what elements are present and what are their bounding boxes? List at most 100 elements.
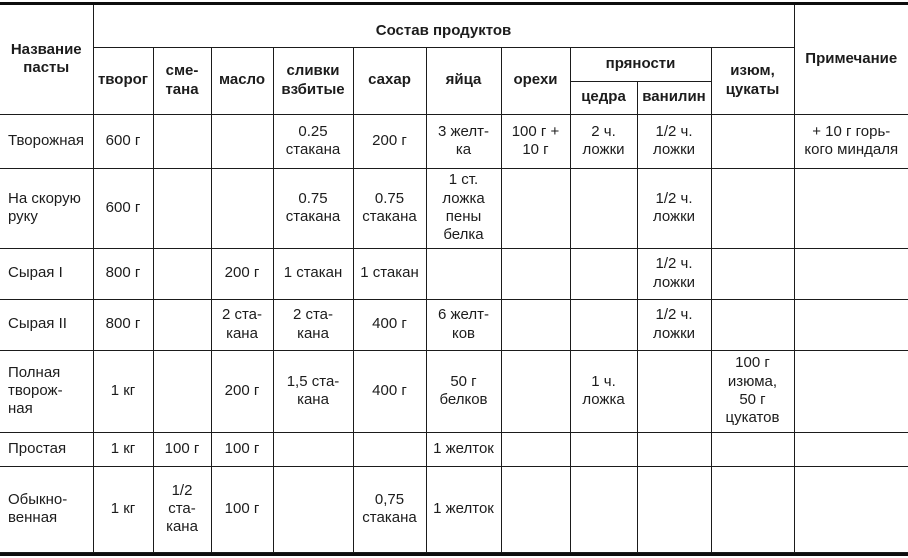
cell-smetana: 1/2 ста- кана xyxy=(152,465,212,553)
table-row: Сырая I 800 г 200 г 1 стакан 1 стакан 1/… xyxy=(0,247,908,300)
header-tsedra: цедра xyxy=(569,80,638,115)
cell-izyum xyxy=(710,113,795,169)
header-composition-group: Состав продуктов xyxy=(92,5,795,48)
cell-maslo: 100 г xyxy=(210,465,274,553)
header-sahar: сахар xyxy=(352,46,427,115)
cell-sahar: 400 г xyxy=(352,298,427,351)
cell-note xyxy=(793,349,908,433)
cell-maslo: 100 г xyxy=(210,431,274,467)
table-row: Полная творож- ная 1 кг 200 г 1,5 ста- к… xyxy=(0,349,908,433)
cell-vanilin: 1/2 ч. ложки xyxy=(636,247,712,300)
table-row: Простая 1 кг 100 г 100 г 1 желток xyxy=(0,431,908,467)
top-rule xyxy=(0,2,908,5)
cell-note xyxy=(793,465,908,553)
header-tvorog: творог xyxy=(92,46,154,115)
cell-sahar: 1 стакан xyxy=(352,247,427,300)
cell-smetana xyxy=(152,298,212,351)
cell-slivki xyxy=(272,465,354,553)
cell-maslo: 2 ста- кана xyxy=(210,298,274,351)
cell-tsedra: 1 ч. ложка xyxy=(569,349,638,433)
cell-note xyxy=(793,247,908,300)
header-note: Примечание xyxy=(793,5,908,115)
cell-smetana xyxy=(152,349,212,433)
cell-smetana xyxy=(152,247,212,300)
cell-smetana xyxy=(152,167,212,249)
cell-tsedra xyxy=(569,247,638,300)
cell-slivki: 0.75 стакана xyxy=(272,167,354,249)
table-row: Сырая II 800 г 2 ста- кана 2 ста- кана 4… xyxy=(0,298,908,351)
cell-tvorog: 800 г xyxy=(92,298,154,351)
cell-tvorog: 800 г xyxy=(92,247,154,300)
cell-orehi xyxy=(500,298,571,351)
cell-sahar: 0,75 стакана xyxy=(352,465,427,553)
cell-izyum xyxy=(710,167,795,249)
cell-slivki: 1,5 ста- кана xyxy=(272,349,354,433)
header-smetana: сме- тана xyxy=(152,46,212,115)
cell-sahar: 0.75 стакана xyxy=(352,167,427,249)
paste-composition-table: Название пасты Состав продуктов Примечан… xyxy=(0,5,908,553)
cell-tvorog: 1 кг xyxy=(92,465,154,553)
cell-yaytsa xyxy=(425,247,502,300)
header-maslo: масло xyxy=(210,46,274,115)
row-name: Обыкно- венная xyxy=(0,465,94,553)
cell-maslo xyxy=(210,167,274,249)
cell-sahar: 200 г xyxy=(352,113,427,169)
cell-orehi xyxy=(500,465,571,553)
cell-tsedra xyxy=(569,431,638,467)
cell-vanilin xyxy=(636,349,712,433)
cell-note: + 10 г горь- кого миндаля xyxy=(793,113,908,169)
cell-vanilin xyxy=(636,465,712,553)
cell-slivki: 2 ста- кана xyxy=(272,298,354,351)
cell-note xyxy=(793,298,908,351)
cell-vanilin xyxy=(636,431,712,467)
cell-note xyxy=(793,431,908,467)
cell-smetana: 100 г xyxy=(152,431,212,467)
header-spices-group: пряности xyxy=(569,46,712,82)
cell-vanilin: 1/2 ч. ложки xyxy=(636,298,712,351)
cell-orehi xyxy=(500,431,571,467)
table-row: На скорую руку 600 г 0.75 стакана 0.75 с… xyxy=(0,167,908,249)
row-name: Простая xyxy=(0,431,94,467)
cell-yaytsa: 1 ст. ложка пены белка xyxy=(425,167,502,249)
row-name: Сырая II xyxy=(0,298,94,351)
cell-orehi xyxy=(500,247,571,300)
table-row: Обыкно- венная 1 кг 1/2 ста- кана 100 г … xyxy=(0,465,908,553)
cell-slivki: 1 стакан xyxy=(272,247,354,300)
header-yaytsa: яйца xyxy=(425,46,502,115)
cell-orehi xyxy=(500,167,571,249)
cell-izyum xyxy=(710,465,795,553)
cell-note xyxy=(793,167,908,249)
header-slivki: сливки взбитые xyxy=(272,46,354,115)
cell-yaytsa: 1 желток xyxy=(425,465,502,553)
cell-yaytsa: 50 г белков xyxy=(425,349,502,433)
table-row: Творожная 600 г 0.25 стакана 200 г 3 жел… xyxy=(0,113,908,169)
cell-vanilin: 1/2 ч. ложки xyxy=(636,167,712,249)
cell-slivki: 0.25 стакана xyxy=(272,113,354,169)
cell-tvorog: 600 г xyxy=(92,113,154,169)
cell-maslo: 200 г xyxy=(210,349,274,433)
cell-izyum xyxy=(710,247,795,300)
header-orehi: орехи xyxy=(500,46,571,115)
header-paste-name: Название пасты xyxy=(0,5,94,115)
cell-tvorog: 600 г xyxy=(92,167,154,249)
cell-izyum xyxy=(710,298,795,351)
cell-tsedra xyxy=(569,167,638,249)
header-vanilin: ванилин xyxy=(636,80,712,115)
bottom-rule xyxy=(0,552,908,556)
cell-yaytsa: 3 желт- ка xyxy=(425,113,502,169)
cell-smetana xyxy=(152,113,212,169)
cell-sahar xyxy=(352,431,427,467)
cell-tvorog: 1 кг xyxy=(92,431,154,467)
row-name: Творожная xyxy=(0,113,94,169)
row-name: Полная творож- ная xyxy=(0,349,94,433)
cell-izyum xyxy=(710,431,795,467)
cell-orehi xyxy=(500,349,571,433)
cell-tsedra xyxy=(569,298,638,351)
cell-tvorog: 1 кг xyxy=(92,349,154,433)
cell-sahar: 400 г xyxy=(352,349,427,433)
cell-yaytsa: 1 желток xyxy=(425,431,502,467)
cell-maslo xyxy=(210,113,274,169)
cell-vanilin: 1/2 ч. ложки xyxy=(636,113,712,169)
cell-slivki xyxy=(272,431,354,467)
cell-orehi: 100 г + 10 г xyxy=(500,113,571,169)
